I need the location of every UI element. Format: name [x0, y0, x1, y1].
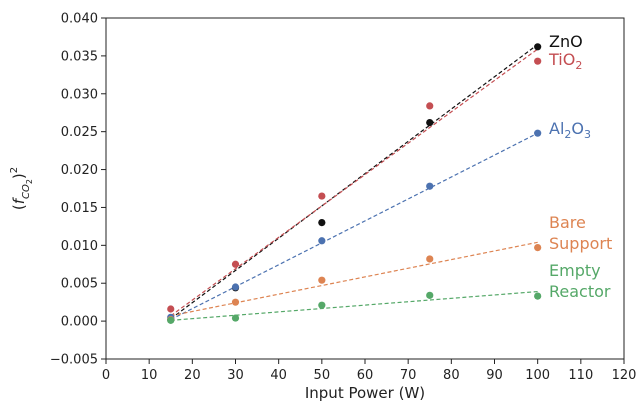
bare-support-fit-line — [170, 241, 538, 317]
y-axis-label: (fCO2)2 — [9, 167, 34, 210]
x-tick-label: 120 — [612, 368, 637, 383]
empty-reactor-point — [534, 292, 542, 300]
x-tick-label: 100 — [525, 368, 550, 383]
al2o3-point — [318, 237, 326, 245]
empty-reactor-point — [426, 291, 434, 299]
al2o3-point — [231, 283, 240, 291]
empty-reactor-label: Reactor — [549, 282, 611, 301]
al2o3-point — [426, 182, 434, 190]
data-points — [167, 43, 542, 324]
bare-support-point — [426, 255, 434, 263]
x-tick-label: 10 — [141, 368, 158, 383]
bare-support-point — [231, 298, 240, 306]
x-tick-label: 80 — [443, 368, 460, 383]
y-tick-label: 0.010 — [61, 239, 98, 254]
fit-lines — [170, 44, 539, 321]
empty-reactor-point — [167, 316, 175, 324]
tio2-point — [534, 57, 542, 65]
tio2-point — [231, 260, 240, 268]
y-tick-label: 0.035 — [61, 49, 98, 64]
x-tick-label: 70 — [400, 368, 417, 383]
y-tick-label: 0.000 — [61, 315, 98, 330]
empty-reactor-label: Empty — [549, 261, 601, 280]
y-tick-label: 0.040 — [61, 12, 98, 27]
x-tick-label: 110 — [568, 368, 593, 383]
x-axis-ticks: 0 10 20 30 40 50 60 70 80 90 100 110 120 — [102, 359, 637, 383]
y-axis-ticks: −0.005 0.000 0.005 0.010 0.015 0.020 0.025 0.03… — [50, 12, 106, 368]
y-tick-label: 0.005 — [61, 277, 98, 292]
al2o3-label: Al2O3 — [549, 119, 591, 141]
tio2-point — [318, 192, 326, 200]
y-tick-label: 0.025 — [61, 125, 98, 140]
y-tick-label: 0.020 — [61, 163, 98, 178]
empty-reactor-point — [231, 314, 240, 322]
zno-fit-line — [170, 44, 539, 320]
tio2-point — [426, 102, 434, 110]
tio2-point — [167, 305, 175, 313]
bare-support-label: Support — [549, 234, 612, 253]
y-tick-label: 0.015 — [61, 201, 98, 216]
tio2-label: TiO2 — [548, 50, 582, 72]
al2o3-point — [534, 129, 542, 137]
tio2-fit-line — [170, 48, 539, 317]
x-tick-label: 0 — [102, 368, 110, 383]
y-tick-label: −0.005 — [50, 353, 98, 368]
al2o3-fit-line — [170, 132, 538, 321]
x-tick-label: 90 — [486, 368, 503, 383]
bare-support-label: Bare — [549, 213, 586, 232]
x-tick-label: 20 — [184, 368, 201, 383]
empty-reactor-fit-line — [170, 290, 538, 321]
zno-point — [426, 118, 434, 127]
bare-support-point — [534, 244, 542, 252]
x-axis-label: Input Power (W) — [305, 384, 425, 402]
zno-point — [318, 219, 326, 227]
x-tick-label: 40 — [270, 368, 287, 383]
x-tick-label: 30 — [227, 368, 244, 383]
zno-point — [534, 43, 542, 51]
x-tick-label: 50 — [314, 368, 331, 383]
zno-label: ZnO — [549, 32, 583, 51]
y-tick-label: 0.030 — [61, 87, 98, 102]
empty-reactor-point — [318, 301, 326, 309]
bare-support-point — [318, 276, 326, 284]
plot-frame — [105, 17, 625, 360]
x-tick-label: 60 — [357, 368, 374, 383]
